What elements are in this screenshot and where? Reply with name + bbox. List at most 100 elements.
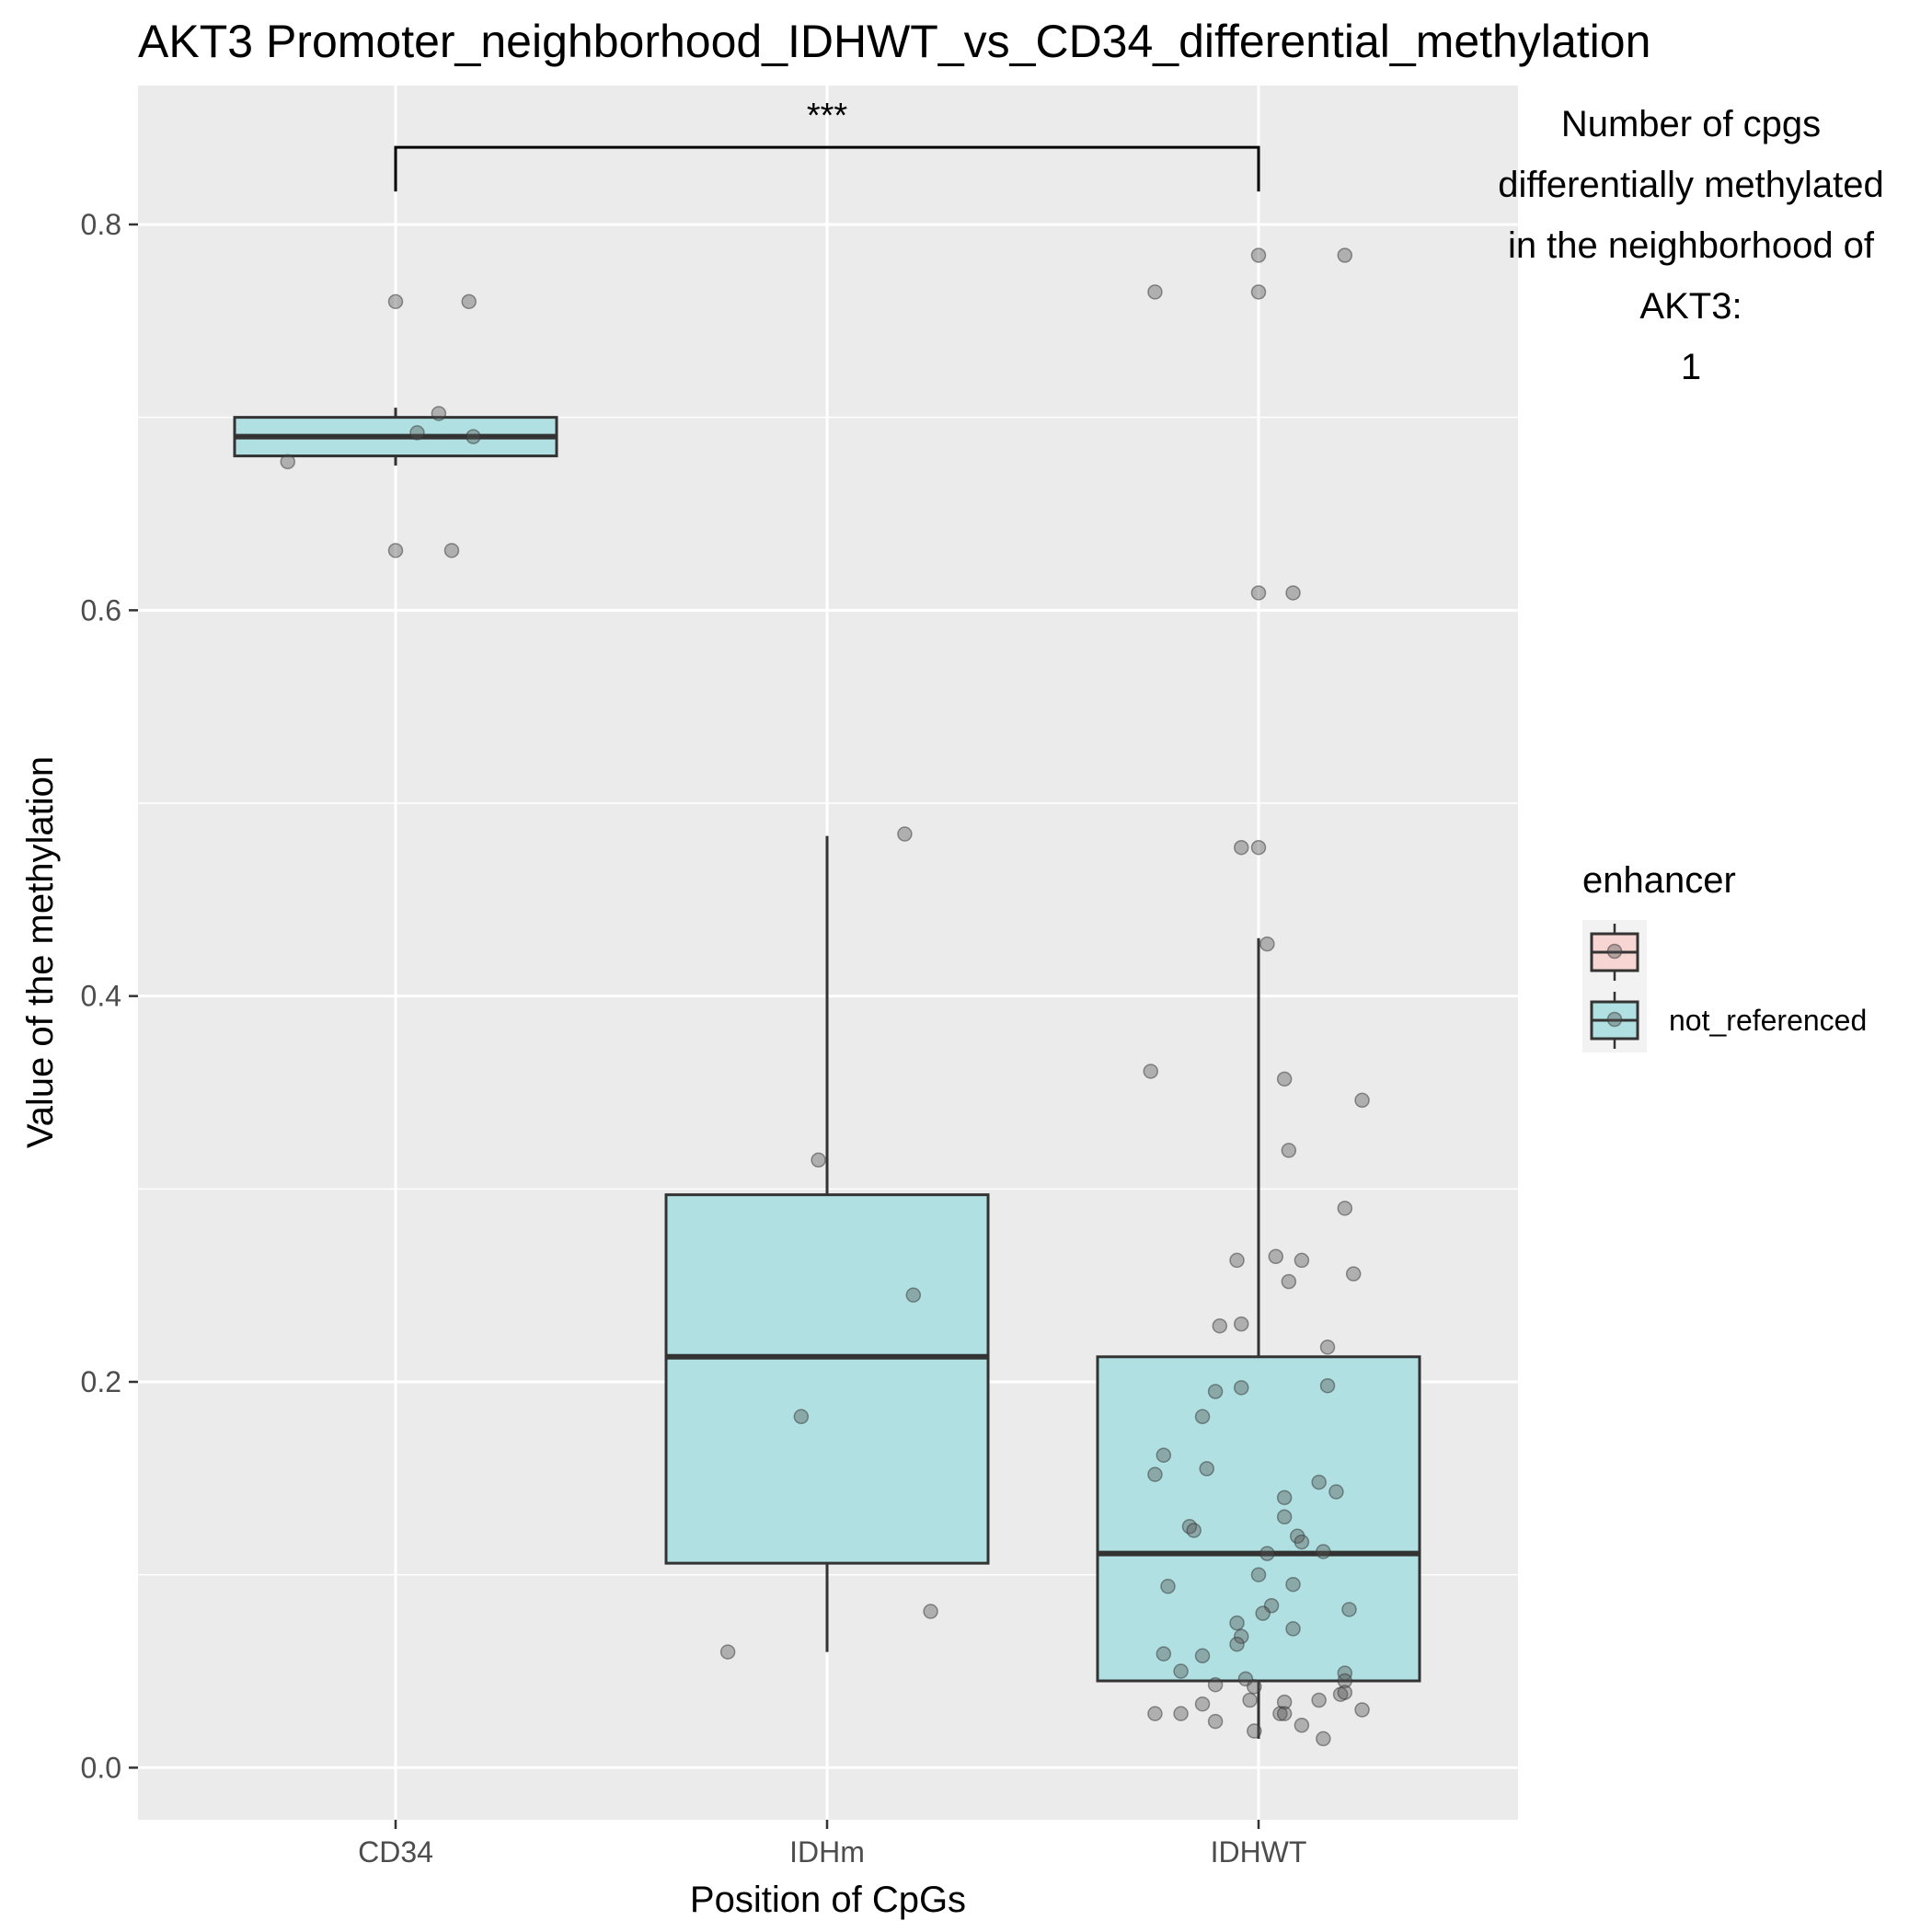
y-tick-label: 0.4 [81, 980, 121, 1013]
legend-key [1590, 992, 1639, 1049]
data-point [1247, 1679, 1262, 1695]
annotation-line: Number of cpgs [1561, 104, 1821, 144]
data-point [1285, 1621, 1301, 1637]
data-point [1143, 1064, 1158, 1079]
x-tick-label: CD34 [358, 1835, 433, 1869]
data-point [1311, 1692, 1327, 1708]
data-point [1316, 1731, 1331, 1747]
annotation-line: AKT3: [1639, 286, 1742, 327]
annotation-line: in the neighborhood of [1508, 225, 1875, 266]
y-tick-label: 0.2 [81, 1365, 121, 1398]
data-point [1233, 839, 1249, 856]
data-point [466, 429, 481, 444]
y-axis-ticks: 0.0 0.2 0.4 0.6 0.8 [81, 208, 138, 1784]
data-point [1337, 247, 1353, 263]
data-point [1194, 1696, 1211, 1712]
data-point [387, 543, 404, 558]
data-point [1328, 1484, 1344, 1500]
data-point [1337, 1665, 1353, 1681]
data-point [1229, 1252, 1245, 1269]
data-point [1276, 1706, 1293, 1721]
legend-key-point [1606, 1011, 1623, 1028]
x-axis-ticks: CD34 IDHm IDHWT [358, 1820, 1306, 1869]
data-point [1250, 284, 1267, 300]
data-point [923, 1604, 938, 1619]
data-point [1207, 1384, 1224, 1399]
significance-bracket: *** [394, 97, 1260, 192]
data-point [1285, 585, 1301, 601]
data-point [1233, 1380, 1249, 1396]
data-point [1337, 1673, 1353, 1689]
data-point [1259, 936, 1275, 952]
data-point [1272, 1706, 1288, 1721]
boxes [233, 408, 1421, 1739]
data-point [793, 1409, 810, 1425]
data-point [1160, 1579, 1176, 1594]
data-point [897, 826, 913, 842]
cpg-count-annotation: Number of cpgs differentially methylated i… [1498, 104, 1884, 387]
data-point [1281, 1143, 1297, 1158]
data-point [1194, 1648, 1211, 1664]
data-point [1285, 1576, 1301, 1593]
data-points [280, 247, 1370, 1747]
data-point [1250, 585, 1267, 601]
data-point [1247, 1723, 1262, 1739]
data-point [1354, 1092, 1370, 1109]
data-point [1294, 1534, 1310, 1550]
data-point [1250, 1567, 1267, 1582]
significance-line [394, 145, 1260, 192]
data-point [1242, 1692, 1258, 1708]
annotation-line: 1 [1681, 347, 1701, 387]
data-point [1199, 1461, 1214, 1477]
y-tick-label: 0.0 [81, 1751, 121, 1784]
y-tick-label: 0.8 [81, 208, 121, 241]
x-tick-label: IDHWT [1211, 1835, 1307, 1869]
legend-key [1590, 924, 1639, 981]
data-point [1173, 1663, 1189, 1679]
data-point [1194, 1409, 1211, 1425]
data-point [1276, 1071, 1293, 1087]
data-point [1156, 1447, 1172, 1463]
chart-title: AKT3 Promoter_neighborhood_IDHWT_vs_CD34… [138, 16, 1650, 67]
data-point [1354, 1702, 1370, 1718]
data-point [1233, 1316, 1249, 1332]
data-point [1341, 1602, 1357, 1617]
box-cd34 [233, 408, 558, 466]
data-point [1311, 1474, 1327, 1490]
legend: enhancer not_referenced [1582, 860, 1867, 1052]
data-point [1276, 1489, 1293, 1506]
legend-label: not_referenced [1669, 1004, 1867, 1037]
data-point [1316, 1544, 1331, 1559]
data-point [1319, 1377, 1336, 1394]
box-iqr [1096, 1355, 1421, 1683]
data-point [1147, 1706, 1163, 1721]
data-point [811, 1152, 826, 1168]
data-point [1147, 1466, 1163, 1482]
box-idhm [664, 835, 990, 1652]
x-tick-label: IDHm [789, 1835, 865, 1869]
data-point [1345, 1266, 1362, 1282]
data-point [409, 425, 425, 441]
data-point [431, 406, 447, 421]
y-tick-label: 0.6 [81, 593, 121, 627]
data-point [1319, 1340, 1336, 1355]
data-point [1259, 1546, 1275, 1561]
data-point [280, 454, 295, 470]
data-point [387, 293, 404, 310]
legend-title: enhancer [1582, 860, 1736, 901]
data-point [1294, 1252, 1310, 1269]
data-point [1233, 1628, 1249, 1645]
data-point [1250, 839, 1267, 856]
data-point [905, 1287, 922, 1303]
data-point [1337, 1201, 1353, 1216]
data-point [1337, 1685, 1353, 1700]
data-point [1268, 1248, 1284, 1264]
data-point [1207, 1713, 1224, 1730]
data-point [1212, 1317, 1228, 1334]
y-axis-title: Value of the methylation [20, 756, 61, 1148]
box-iqr [664, 1193, 990, 1565]
data-point [1207, 1676, 1224, 1693]
data-point [1229, 1615, 1245, 1631]
data-point [1294, 1718, 1310, 1733]
